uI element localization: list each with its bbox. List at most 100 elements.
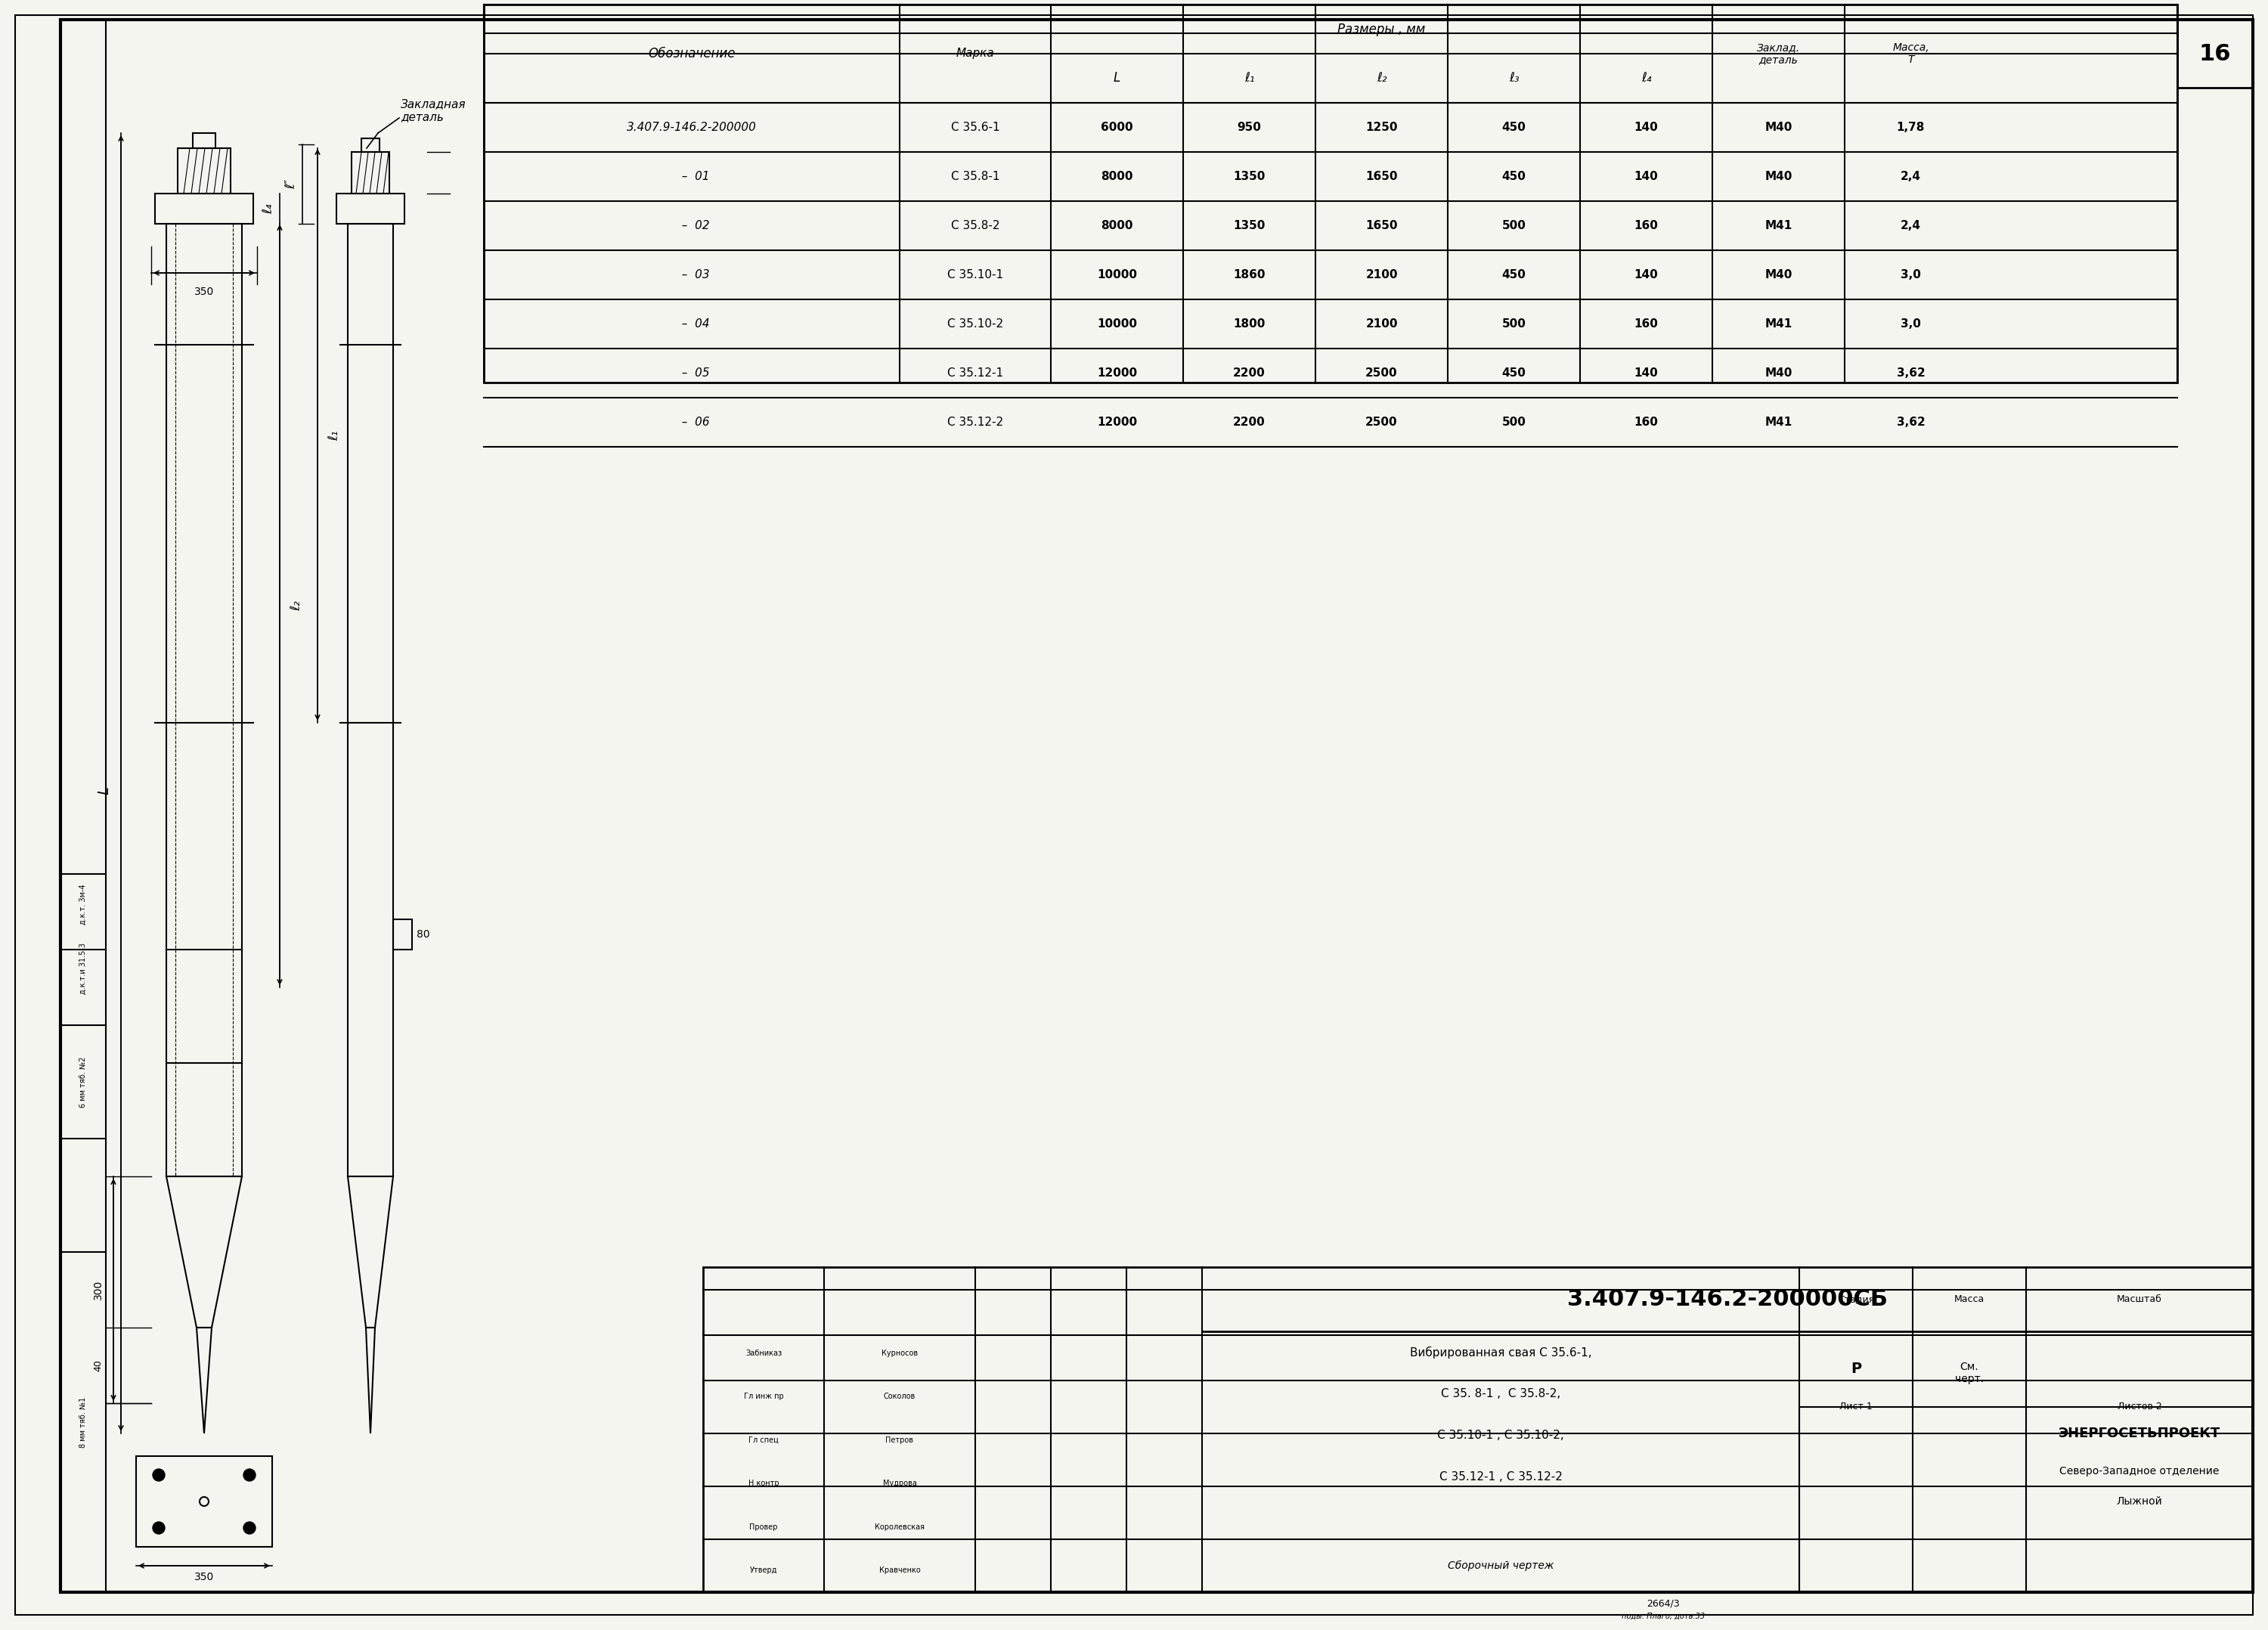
Text: д.к.т.и 31.5-3: д.к.т.и 31.5-3 [79,942,86,994]
Text: Размеры , мм: Размеры , мм [1338,23,1427,36]
Text: 450: 450 [1501,269,1526,280]
Bar [352,152,390,194]
Text: 140: 140 [1635,171,1658,183]
Circle shape [152,1469,166,1482]
Text: ℓ₂: ℓ₂ [290,600,304,611]
Text: ℓ₃: ℓ₃ [1508,72,1520,85]
Text: 3.407.9-146.2-200000: 3.407.9-146.2-200000 [626,122,758,134]
Bar [166,223,243,1177]
Bar [193,134,215,148]
Text: С 35.8-2: С 35.8-2 [950,220,1000,231]
Bar [61,20,107,1593]
Text: М40: М40 [1765,367,1792,378]
Text: ЭНЕРГОСЕТЬПРОЕКТ: ЭНЕРГОСЕТЬПРОЕКТ [2059,1426,2220,1441]
Text: 160: 160 [1635,318,1658,329]
Text: ℓ₁: ℓ₁ [327,430,340,440]
Bar [136,1456,272,1547]
Text: 3,0: 3,0 [1901,269,1921,280]
Bar [2177,20,2252,88]
Text: См.
черт.: См. черт. [1955,1361,1984,1384]
Text: 12000: 12000 [1098,367,1136,378]
Text: 2500: 2500 [1365,367,1397,378]
Text: 2100: 2100 [1365,318,1397,329]
Text: 300: 300 [93,1280,104,1299]
Text: 500: 500 [1501,318,1526,329]
Bar [336,194,404,223]
Bar [347,223,392,1177]
Text: 8000: 8000 [1100,171,1134,183]
Text: 1650: 1650 [1365,220,1397,231]
Text: 450: 450 [1501,367,1526,378]
Text: Северо-Западное отделение: Северо-Западное отделение [2059,1465,2220,1477]
Text: 3,62: 3,62 [1896,367,1926,378]
Text: 2664/3: 2664/3 [1647,1599,1681,1609]
Bar [703,1267,2252,1593]
Text: Лист 1: Лист 1 [1839,1402,1873,1412]
Text: Обозначение: Обозначение [649,47,735,60]
Text: М41: М41 [1765,417,1792,429]
Text: 500: 500 [1501,220,1526,231]
Text: 950: 950 [1238,122,1261,134]
Text: Р: Р [1851,1363,1862,1376]
Text: ℓ₁: ℓ₁ [1245,72,1254,85]
Text: 12000: 12000 [1098,417,1136,429]
Text: 450: 450 [1501,171,1526,183]
Text: 350: 350 [195,287,213,297]
Text: 2200: 2200 [1234,367,1266,378]
Text: 3,0: 3,0 [1901,318,1921,329]
Text: С 35.12-1 , С 35.12-2: С 35.12-1 , С 35.12-2 [1440,1472,1563,1483]
Text: М40: М40 [1765,269,1792,280]
Text: 6000: 6000 [1100,122,1134,134]
Text: –  05: – 05 [674,367,710,378]
Circle shape [152,1522,166,1534]
Text: 3.407.9-146.2-200000СБ: 3.407.9-146.2-200000СБ [1567,1288,1887,1311]
Text: Утверд: Утверд [751,1566,778,1575]
Text: –  06: – 06 [674,417,710,429]
Text: 1860: 1860 [1234,269,1266,280]
Text: –  04: – 04 [674,318,710,329]
Text: Заклад.
деталь: Заклад. деталь [1758,42,1801,65]
Bar [483,5,2177,33]
Text: Гл спец: Гл спец [748,1436,778,1444]
Text: С 35.10-2: С 35.10-2 [948,318,1002,329]
Text: 3,62: 3,62 [1896,417,1926,429]
Text: Лыжной: Лыжной [2116,1496,2161,1506]
Text: Листов 2: Листов 2 [2118,1402,2161,1412]
Text: ℓ₄: ℓ₄ [261,204,274,214]
Text: 140: 140 [1635,269,1658,280]
Text: Мудрова: Мудрова [882,1480,916,1487]
Text: 1800: 1800 [1234,318,1266,329]
Text: Королевская: Королевская [875,1522,925,1531]
Circle shape [243,1469,256,1482]
Text: ℓ″: ℓ″ [284,179,297,189]
Text: 1350: 1350 [1234,171,1266,183]
Text: 1650: 1650 [1365,171,1397,183]
Bar [483,5,2177,383]
Text: Закладная
деталь: Закладная деталь [401,98,467,122]
Text: М41: М41 [1765,318,1792,329]
Text: ℓ₂: ℓ₂ [1377,72,1386,85]
Text: 6 мм тяб. №2: 6 мм тяб. №2 [79,1056,86,1107]
Text: С 35.10-1: С 35.10-1 [948,269,1002,280]
Text: 16: 16 [2200,42,2232,65]
Text: Сборочный чертеж: Сборочный чертеж [1447,1560,1554,1571]
Text: 500: 500 [1501,417,1526,429]
Text: Масса: Масса [1955,1294,1984,1304]
Text: С 35.8-1: С 35.8-1 [950,171,1000,183]
Text: L: L [98,787,111,795]
Text: 140: 140 [1635,122,1658,134]
Text: 10000: 10000 [1098,318,1136,329]
Text: 2200: 2200 [1234,417,1266,429]
Bar [361,139,379,152]
Text: С 35. 8-1 ,  С 35.8-2,: С 35. 8-1 , С 35.8-2, [1440,1389,1560,1400]
Text: 1350: 1350 [1234,220,1266,231]
Text: 450: 450 [1501,122,1526,134]
Text: Курносов: Курносов [882,1350,919,1356]
Text: 8000: 8000 [1100,220,1134,231]
Text: –  01: – 01 [674,171,710,183]
Text: М41: М41 [1765,220,1792,231]
Text: Вибрированная свая С 35.6-1,: Вибрированная свая С 35.6-1, [1411,1346,1592,1358]
Bar [154,194,254,223]
Text: С 35.10-1 , С 35.10-2,: С 35.10-1 , С 35.10-2, [1438,1430,1565,1441]
Text: С 35.6-1: С 35.6-1 [950,122,1000,134]
